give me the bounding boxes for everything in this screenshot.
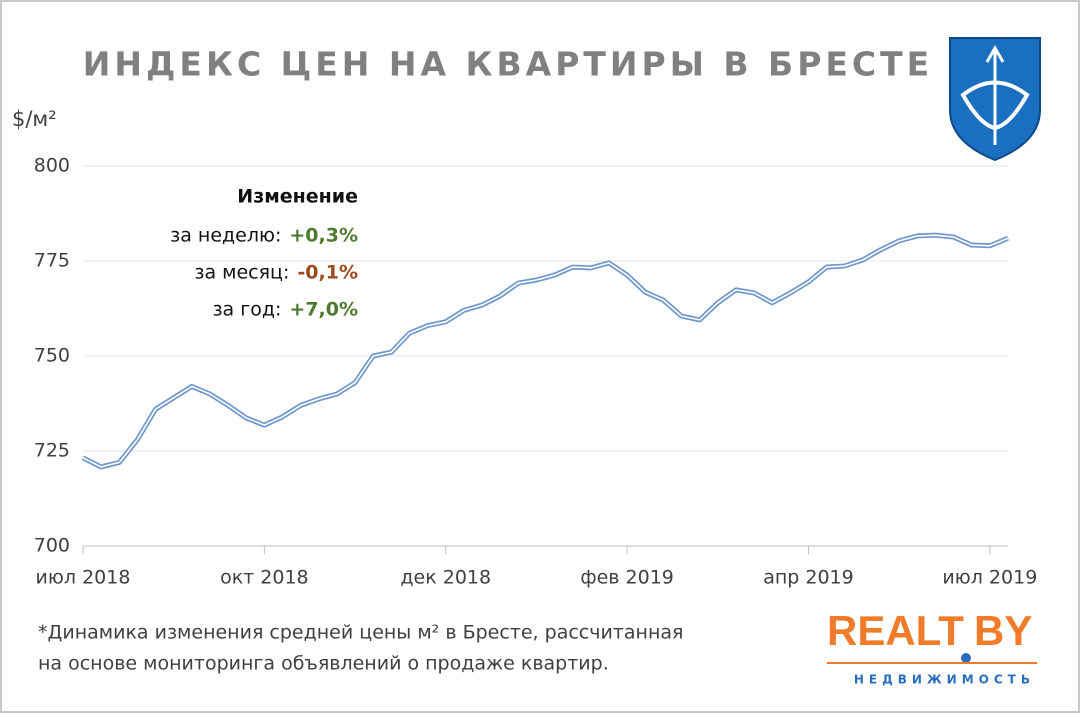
y-axis-label: $/м² xyxy=(12,107,57,131)
logo-brand: BY xyxy=(974,607,1032,654)
x-tick-label: июл 2018 xyxy=(36,567,131,589)
x-tick-label: июл 2019 xyxy=(942,567,1037,589)
logo-tagline: НЕДВИЖИМОСТЬ xyxy=(854,673,1035,687)
annotation-label: за год: xyxy=(212,299,281,321)
y-tick-label: 725 xyxy=(34,440,70,462)
chart-title: ИНДЕКС ЦЕН НА КВАРТИРЫ В БРЕСТЕ xyxy=(83,45,933,84)
coat-of-arms xyxy=(949,37,1041,162)
annotation-heading: Изменение xyxy=(237,186,358,208)
annotation-value: +7,0% xyxy=(289,299,358,321)
line-highlight xyxy=(82,234,1009,468)
y-tick-label: 700 xyxy=(34,535,70,557)
x-tick-label: апр 2019 xyxy=(763,567,854,589)
annotation-label: за неделю: xyxy=(170,225,281,247)
logo: REALT BY НЕДВИЖИМОСТЬ xyxy=(827,607,1037,687)
logo-dot xyxy=(961,653,971,663)
x-tick-label: окт 2018 xyxy=(220,567,309,589)
footnote: *Динамика изменения средней цены м² в Бр… xyxy=(38,622,683,644)
annotation-value: -0,1% xyxy=(297,262,358,284)
annotation: Изменение +0,3% за неделю: -0,1% за месяц:+… xyxy=(170,186,358,321)
y-tick-label: 800 xyxy=(34,155,70,177)
y-tick-label: 750 xyxy=(34,345,70,367)
annotation-label: за месяц: xyxy=(194,262,289,284)
x-tick-label: дек 2018 xyxy=(400,567,491,589)
logo-brand: REALT xyxy=(827,607,964,654)
annotation-value: +0,3% xyxy=(289,225,358,247)
x-tick-label: фев 2019 xyxy=(580,567,674,589)
footnote: на основе мониторинга объявлений о прода… xyxy=(38,653,609,675)
y-tick-label: 775 xyxy=(34,250,70,272)
